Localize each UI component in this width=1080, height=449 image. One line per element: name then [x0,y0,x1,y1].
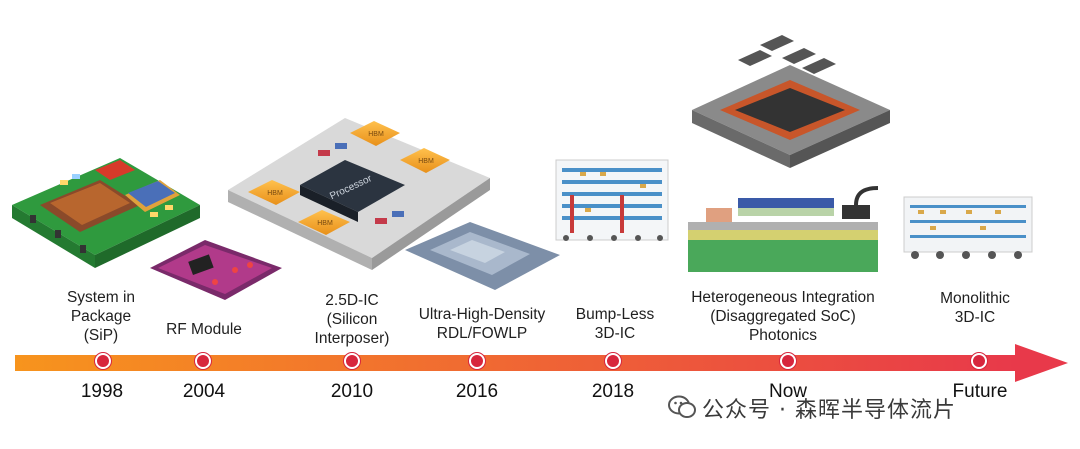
milestone-dot [469,353,485,369]
milestone-year: Now [768,381,808,402]
milestone-label-interposer: 2.5D-IC (Silicon Interposer) [314,292,390,347]
fowlp-illustration [405,222,560,290]
milestone-dot [195,353,211,369]
wechat-icon [668,395,696,418]
bumpless-3dic-illustration [555,159,669,241]
monolithic-3dic-illustration [903,196,1033,259]
milestone-year: 2010 [330,381,374,402]
sip-package-illustration [12,158,200,268]
milestone-dot [971,353,987,369]
milestone-label-heterogeneous: Heterogeneous Integration (Disaggregated… [691,289,875,344]
watermark-text: 公众号 · 森晖半导体流片 [702,398,956,423]
milestone-label-bumpless: Bump-Less 3D-IC [575,306,655,342]
hbm-label: HBM [368,131,384,138]
interposer-illustration: Processor HBM HBM HBM HBM [228,118,490,270]
milestone-year: 2018 [591,381,635,402]
milestone-label-sip: System in Package (SiP) [66,289,136,344]
hbm-label: HBM [418,158,434,165]
disaggregated-soc-illustration [688,35,890,272]
milestone-dot [605,353,621,369]
milestone-label-rf-module: RF Module [166,321,242,338]
timeline-arrow [15,344,1068,382]
milestone-year: Future [952,381,1008,402]
milestone-year: 2004 [182,381,226,402]
milestone-label-monolithic: Monolithic 3D-IC [940,290,1010,326]
hbm-label: HBM [267,190,283,197]
milestone-label-fowlp: Ultra-High-Density RDL/FOWLP [418,306,546,342]
milestone-dot [344,353,360,369]
hbm-label: HBM [317,220,333,227]
rf-module-illustration [150,240,282,300]
milestone-year: 1998 [80,381,124,402]
milestone-dot [780,353,796,369]
milestone-dot [95,353,111,369]
milestone-year: 2016 [455,381,499,402]
